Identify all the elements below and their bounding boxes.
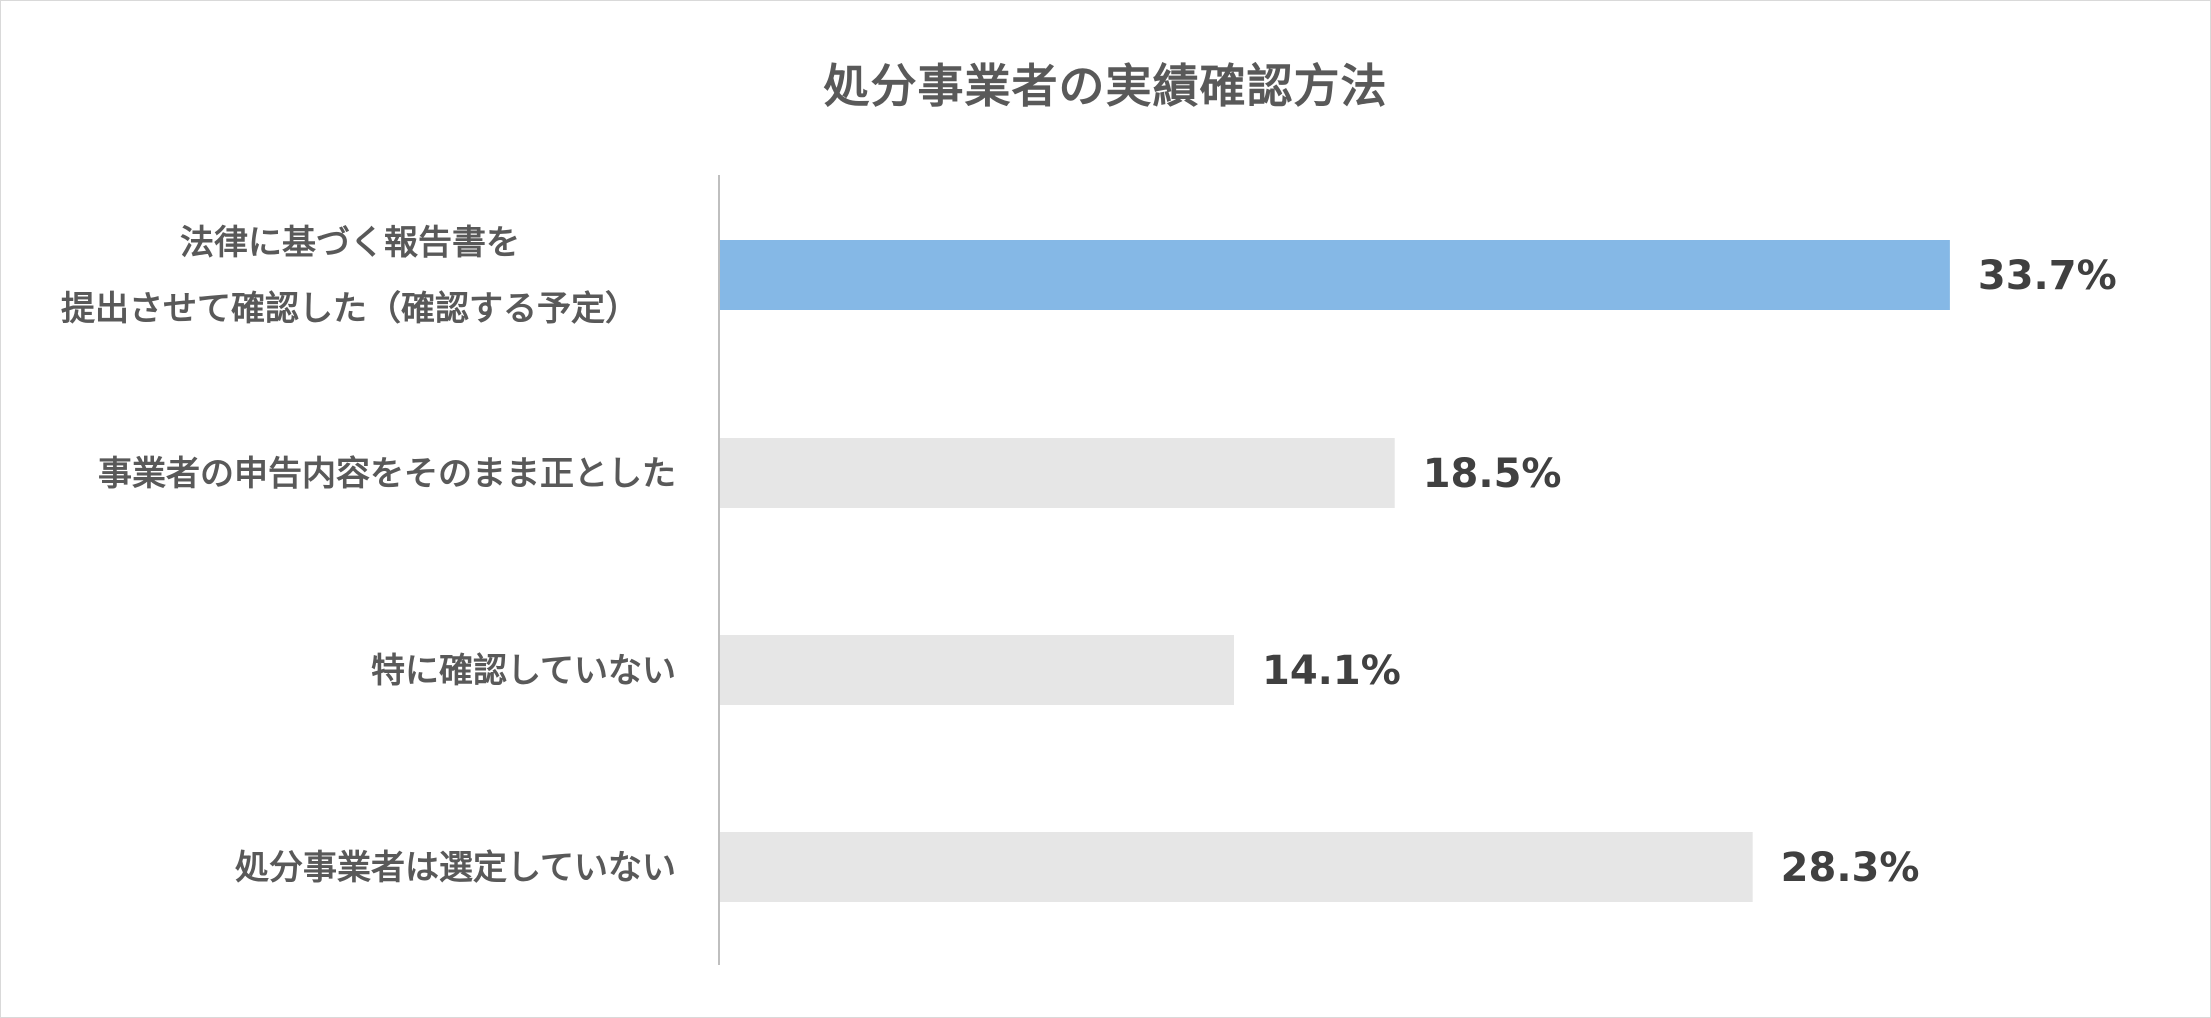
bar-1	[719, 240, 1950, 310]
bar-4	[719, 832, 1753, 902]
category-label-2: 事業者の申告内容をそのまま正とした	[98, 454, 676, 494]
category-label-3: 特に確認していない	[371, 651, 676, 691]
value-label-2: 18.5%	[1423, 451, 1562, 497]
bar-2	[719, 438, 1395, 508]
bar-3	[719, 635, 1235, 705]
chart-title: 処分事業者の実績確認方法	[823, 59, 1388, 113]
category-label-1: 法律に基づく報告書を提出させて確認した（確認する予定）	[61, 223, 639, 329]
value-label-4: 28.3%	[1781, 845, 1920, 891]
category-label-4: 処分事業者は選定していない	[235, 848, 676, 888]
value-label-3: 14.1%	[1262, 648, 1401, 694]
value-label-1: 33.7%	[1978, 253, 2117, 299]
